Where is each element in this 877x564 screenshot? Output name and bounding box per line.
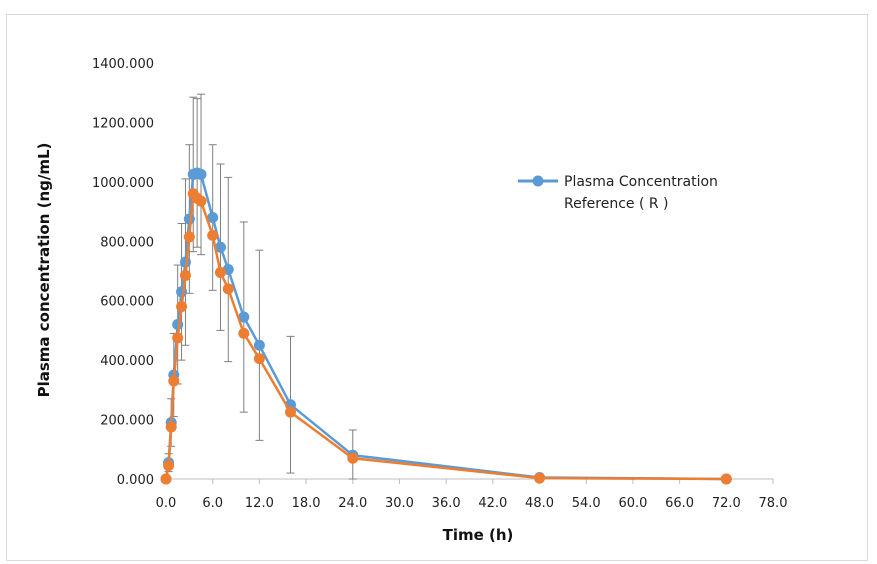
x-tick-label: 72.0 [712,496,741,511]
series-2-point [253,353,265,365]
x-tick-label: 18.0 [292,496,321,511]
series-2-point [195,195,207,207]
x-tick-label: 6.0 [202,496,223,511]
series-group [160,167,732,485]
y-tick-labels: 0.000 200.000 400.000 600.000 800.000 1000.00… [92,57,154,488]
y-tick-label: 600.000 [100,295,154,310]
x-tick-label: 30.0 [385,496,414,511]
x-tick-label: 42.0 [478,496,507,511]
series-2-point [179,269,191,281]
series-2-point [172,332,184,344]
x-tick-label: 78.0 [759,496,788,511]
series-1-point [253,339,265,351]
x-tick-label: 60.0 [618,496,647,511]
y-tick-label: 1000.000 [92,176,154,191]
x-tick-label: 54.0 [572,496,601,511]
legend-label-line-1: Plasma Concentration [564,174,718,190]
series-2-point [176,301,188,313]
y-tick-label: 0.000 [117,473,154,488]
x-tick-label: 0.0 [156,496,177,511]
error-bars [164,93,544,480]
series-line-2 [164,192,727,481]
series-1-point [207,212,219,224]
x-tick-label: 12.0 [245,496,274,511]
y-tick-label: 1200.000 [92,116,154,131]
series-2-point [183,231,195,243]
y-tick-label: 400.000 [100,354,154,369]
series-2-point [285,406,297,418]
series-1-point [214,241,226,253]
series-2-point [214,266,226,278]
y-tick-label: 800.000 [100,235,154,250]
legend: Plasma Concentration Reference ( R ) [518,174,718,212]
series-2-point [720,473,732,485]
series-2-point [168,375,180,387]
x-tick-label: 24.0 [338,496,367,511]
series-1-point [176,286,188,298]
x-tick-label: 66.0 [665,496,694,511]
series-2-point [207,229,219,241]
x-tick-label: 48.0 [525,496,554,511]
series-2-point [160,473,172,485]
x-tick-label: 36.0 [432,496,461,511]
series-line-1 [164,171,727,481]
series-1-point [238,311,250,323]
chart-frame [6,14,868,561]
x-axis-title: Time (h) [443,526,514,544]
series-2-point [347,452,359,464]
y-axis-title: Plasma concentration (ng/mL) [35,143,53,398]
x-tick-labels: 0.0 6.0 12.0 18.0 24.0 30.0 36.0 42.0 48.0 54.0 60… [156,479,788,511]
series-2-point [222,283,234,295]
y-tick-label: 1400.000 [92,57,154,72]
legend-label-line-2: Reference ( R ) [564,196,669,212]
legend-marker [532,175,544,187]
y-tick-label: 200.000 [100,414,154,429]
series-1-point [195,168,207,180]
series-2-point [165,421,177,433]
series-2-point [238,327,250,339]
series-2-point [163,460,175,472]
series-2-point [534,472,546,484]
